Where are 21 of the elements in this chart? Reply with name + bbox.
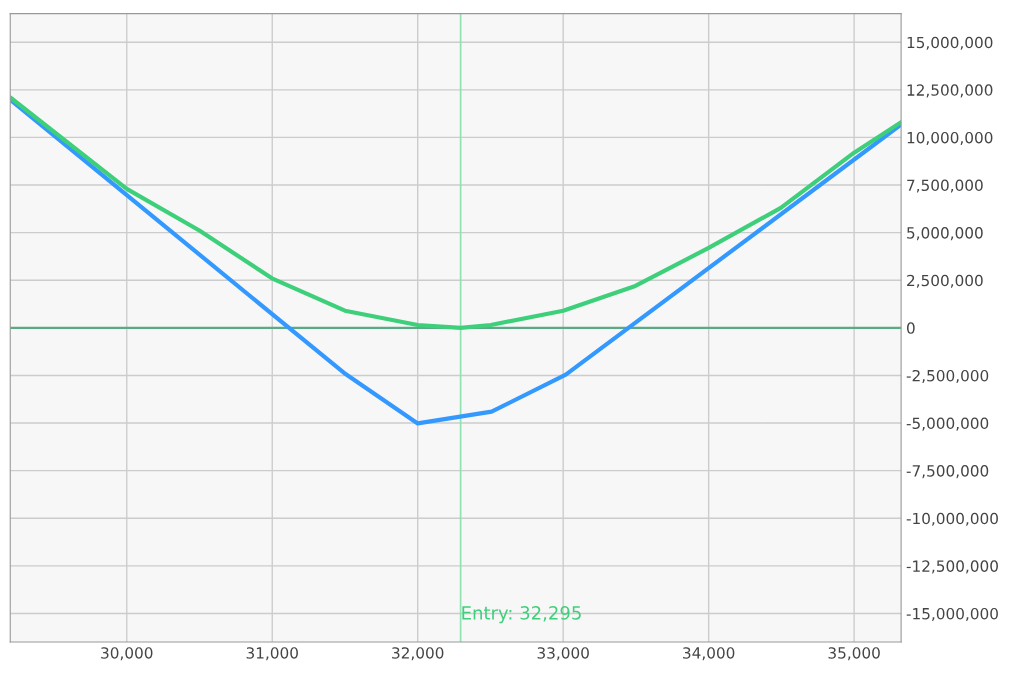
x-tick-label: 35,000 [828,647,880,661]
y-tick-label: 12,500,000 [907,84,993,98]
y-tick-label: 0 [906,322,915,334]
y-tick-label: 7,500,000 [907,179,983,193]
x-tick-label: 32,000 [392,647,444,661]
ref-line-label: Entry: 32,295 [462,606,581,624]
x-tick-label: 30,000 [101,647,153,661]
line-series [10,95,902,330]
y-tick-label: -12,500,000 [906,560,998,574]
y-tick-label: 2,500,000 [907,274,983,288]
y-tick-label: -15,000,000 [906,607,998,622]
y-tick-label: 5,000,000 [907,227,983,241]
y-tick-label: -7,500,000 [906,465,989,479]
y-tick-label: -2,500,000 [906,369,989,384]
x-tick-label: 31,000 [246,647,298,661]
y-tick-label: -5,000,000 [906,417,989,431]
y-tick-label: 10,000,000 [907,131,993,146]
x-tick-label: 34,000 [683,647,735,661]
y-tick-label: -10,000,000 [906,512,998,526]
y-tick-label: 15,000,000 [907,36,993,50]
x-tick-label: 33,000 [537,647,589,661]
